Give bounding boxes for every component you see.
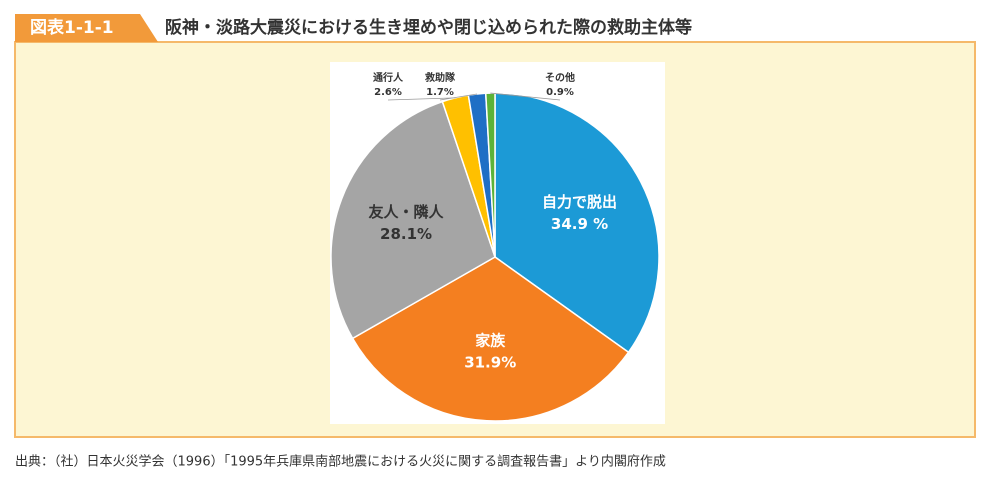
- label-tab: [15, 14, 158, 42]
- source-note: 出典：（社）日本火災学会（1996）「1995年兵庫県南部地震における火災に関す…: [15, 454, 666, 470]
- value-label: 2.6%: [374, 87, 402, 98]
- pie-slice: [330, 100, 496, 340]
- figure-label: 図表1-1-1: [30, 17, 114, 38]
- value-label: 34.9 %: [551, 215, 608, 233]
- leader-line: [490, 92, 561, 101]
- pie-slice: [351, 256, 630, 422]
- pie-slice: [494, 92, 660, 354]
- value-label: 1.7%: [426, 87, 454, 98]
- slice-label: 家族: [475, 332, 506, 350]
- value-label: 0.9%: [546, 87, 574, 98]
- leader-line: [387, 97, 456, 101]
- pie-slice: [484, 92, 496, 258]
- value-label: 28.1%: [380, 225, 432, 243]
- chart-title: 阪神・淡路大震災における生き埋めや閉じ込められた際の救助主体等: [165, 17, 692, 38]
- slice-label: その他: [545, 71, 575, 84]
- slice-label: 自力で脱出: [542, 193, 617, 211]
- slice-label: 救助隊: [425, 71, 456, 84]
- leader-line: [439, 93, 478, 101]
- slice-label: 友人・隣人: [369, 203, 445, 221]
- value-label: 31.9%: [464, 354, 516, 372]
- slice-label: 通行人: [373, 71, 404, 84]
